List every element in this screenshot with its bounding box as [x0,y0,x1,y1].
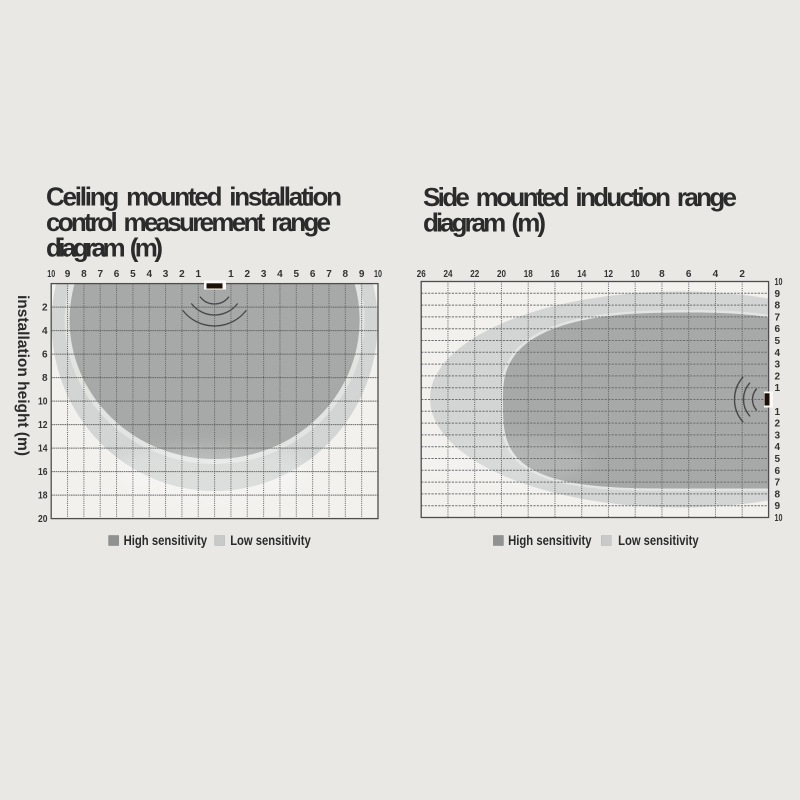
svg-text:3: 3 [261,269,267,280]
svg-text:8: 8 [42,373,48,384]
svg-text:2: 2 [42,303,48,314]
svg-text:7: 7 [775,312,781,323]
svg-text:High sensitivity: High sensitivity [508,532,592,548]
svg-text:4: 4 [775,348,781,359]
svg-text:diagram (m): diagram (m) [46,233,163,263]
svg-text:20: 20 [38,514,48,525]
svg-text:8: 8 [81,269,87,280]
svg-text:10: 10 [47,269,55,280]
svg-text:1: 1 [195,269,201,280]
svg-text:6: 6 [42,350,48,361]
svg-text:26: 26 [417,269,426,280]
svg-text:2: 2 [775,371,781,382]
svg-text:7: 7 [775,478,781,489]
svg-text:Ceiling mounted installation: Ceiling mounted installation [46,182,342,212]
svg-text:7: 7 [97,269,103,280]
svg-text:8: 8 [775,301,781,312]
svg-text:8: 8 [775,489,781,500]
svg-text:4: 4 [146,269,152,280]
svg-text:8: 8 [343,269,349,280]
svg-text:10: 10 [374,269,382,280]
svg-text:Side mounted induction range: Side mounted induction range [423,182,737,212]
svg-text:2: 2 [775,419,781,430]
svg-text:6: 6 [775,324,781,335]
svg-text:10: 10 [775,277,783,288]
svg-text:6: 6 [114,269,120,280]
svg-text:6: 6 [686,269,692,280]
svg-text:5: 5 [775,336,781,347]
svg-text:16: 16 [550,269,559,280]
svg-text:4: 4 [277,269,283,280]
svg-text:3: 3 [775,430,781,441]
svg-text:diagram (m): diagram (m) [423,208,546,238]
svg-text:24: 24 [443,269,452,280]
svg-text:3: 3 [775,360,781,371]
svg-text:control measurement range: control measurement range [46,207,331,237]
svg-text:installation height (m): installation height (m) [14,295,31,456]
svg-text:5: 5 [294,269,300,280]
svg-text:6: 6 [775,466,781,477]
svg-text:18: 18 [38,491,48,502]
svg-text:10: 10 [631,269,640,280]
svg-text:12: 12 [38,420,48,431]
svg-text:18: 18 [524,269,533,280]
svg-text:4: 4 [775,442,781,453]
svg-text:6: 6 [310,269,316,280]
svg-text:2: 2 [739,269,745,280]
svg-text:22: 22 [470,269,479,280]
svg-text:7: 7 [326,269,332,280]
svg-text:10: 10 [38,397,48,408]
svg-text:2: 2 [179,269,185,280]
svg-text:4: 4 [713,269,719,280]
svg-text:8: 8 [659,269,665,280]
svg-text:1: 1 [775,407,781,418]
svg-text:9: 9 [65,269,71,280]
svg-text:5: 5 [775,454,781,465]
svg-text:2: 2 [244,269,250,280]
svg-text:14: 14 [38,444,48,455]
svg-text:5: 5 [130,269,136,280]
svg-text:1: 1 [228,269,234,280]
svg-text:10: 10 [775,513,783,524]
svg-text:Low sensitivity: Low sensitivity [618,532,699,548]
svg-text:20: 20 [497,269,506,280]
svg-text:4: 4 [42,326,48,337]
svg-text:14: 14 [577,269,586,280]
svg-text:12: 12 [604,269,613,280]
svg-text:Low sensitivity: Low sensitivity [230,532,311,548]
svg-text:3: 3 [163,269,169,280]
svg-text:9: 9 [359,269,365,280]
svg-text:1: 1 [775,383,781,394]
svg-text:9: 9 [775,501,781,512]
svg-text:16: 16 [38,467,48,478]
svg-text:High sensitivity: High sensitivity [124,532,208,548]
svg-text:9: 9 [775,289,781,300]
